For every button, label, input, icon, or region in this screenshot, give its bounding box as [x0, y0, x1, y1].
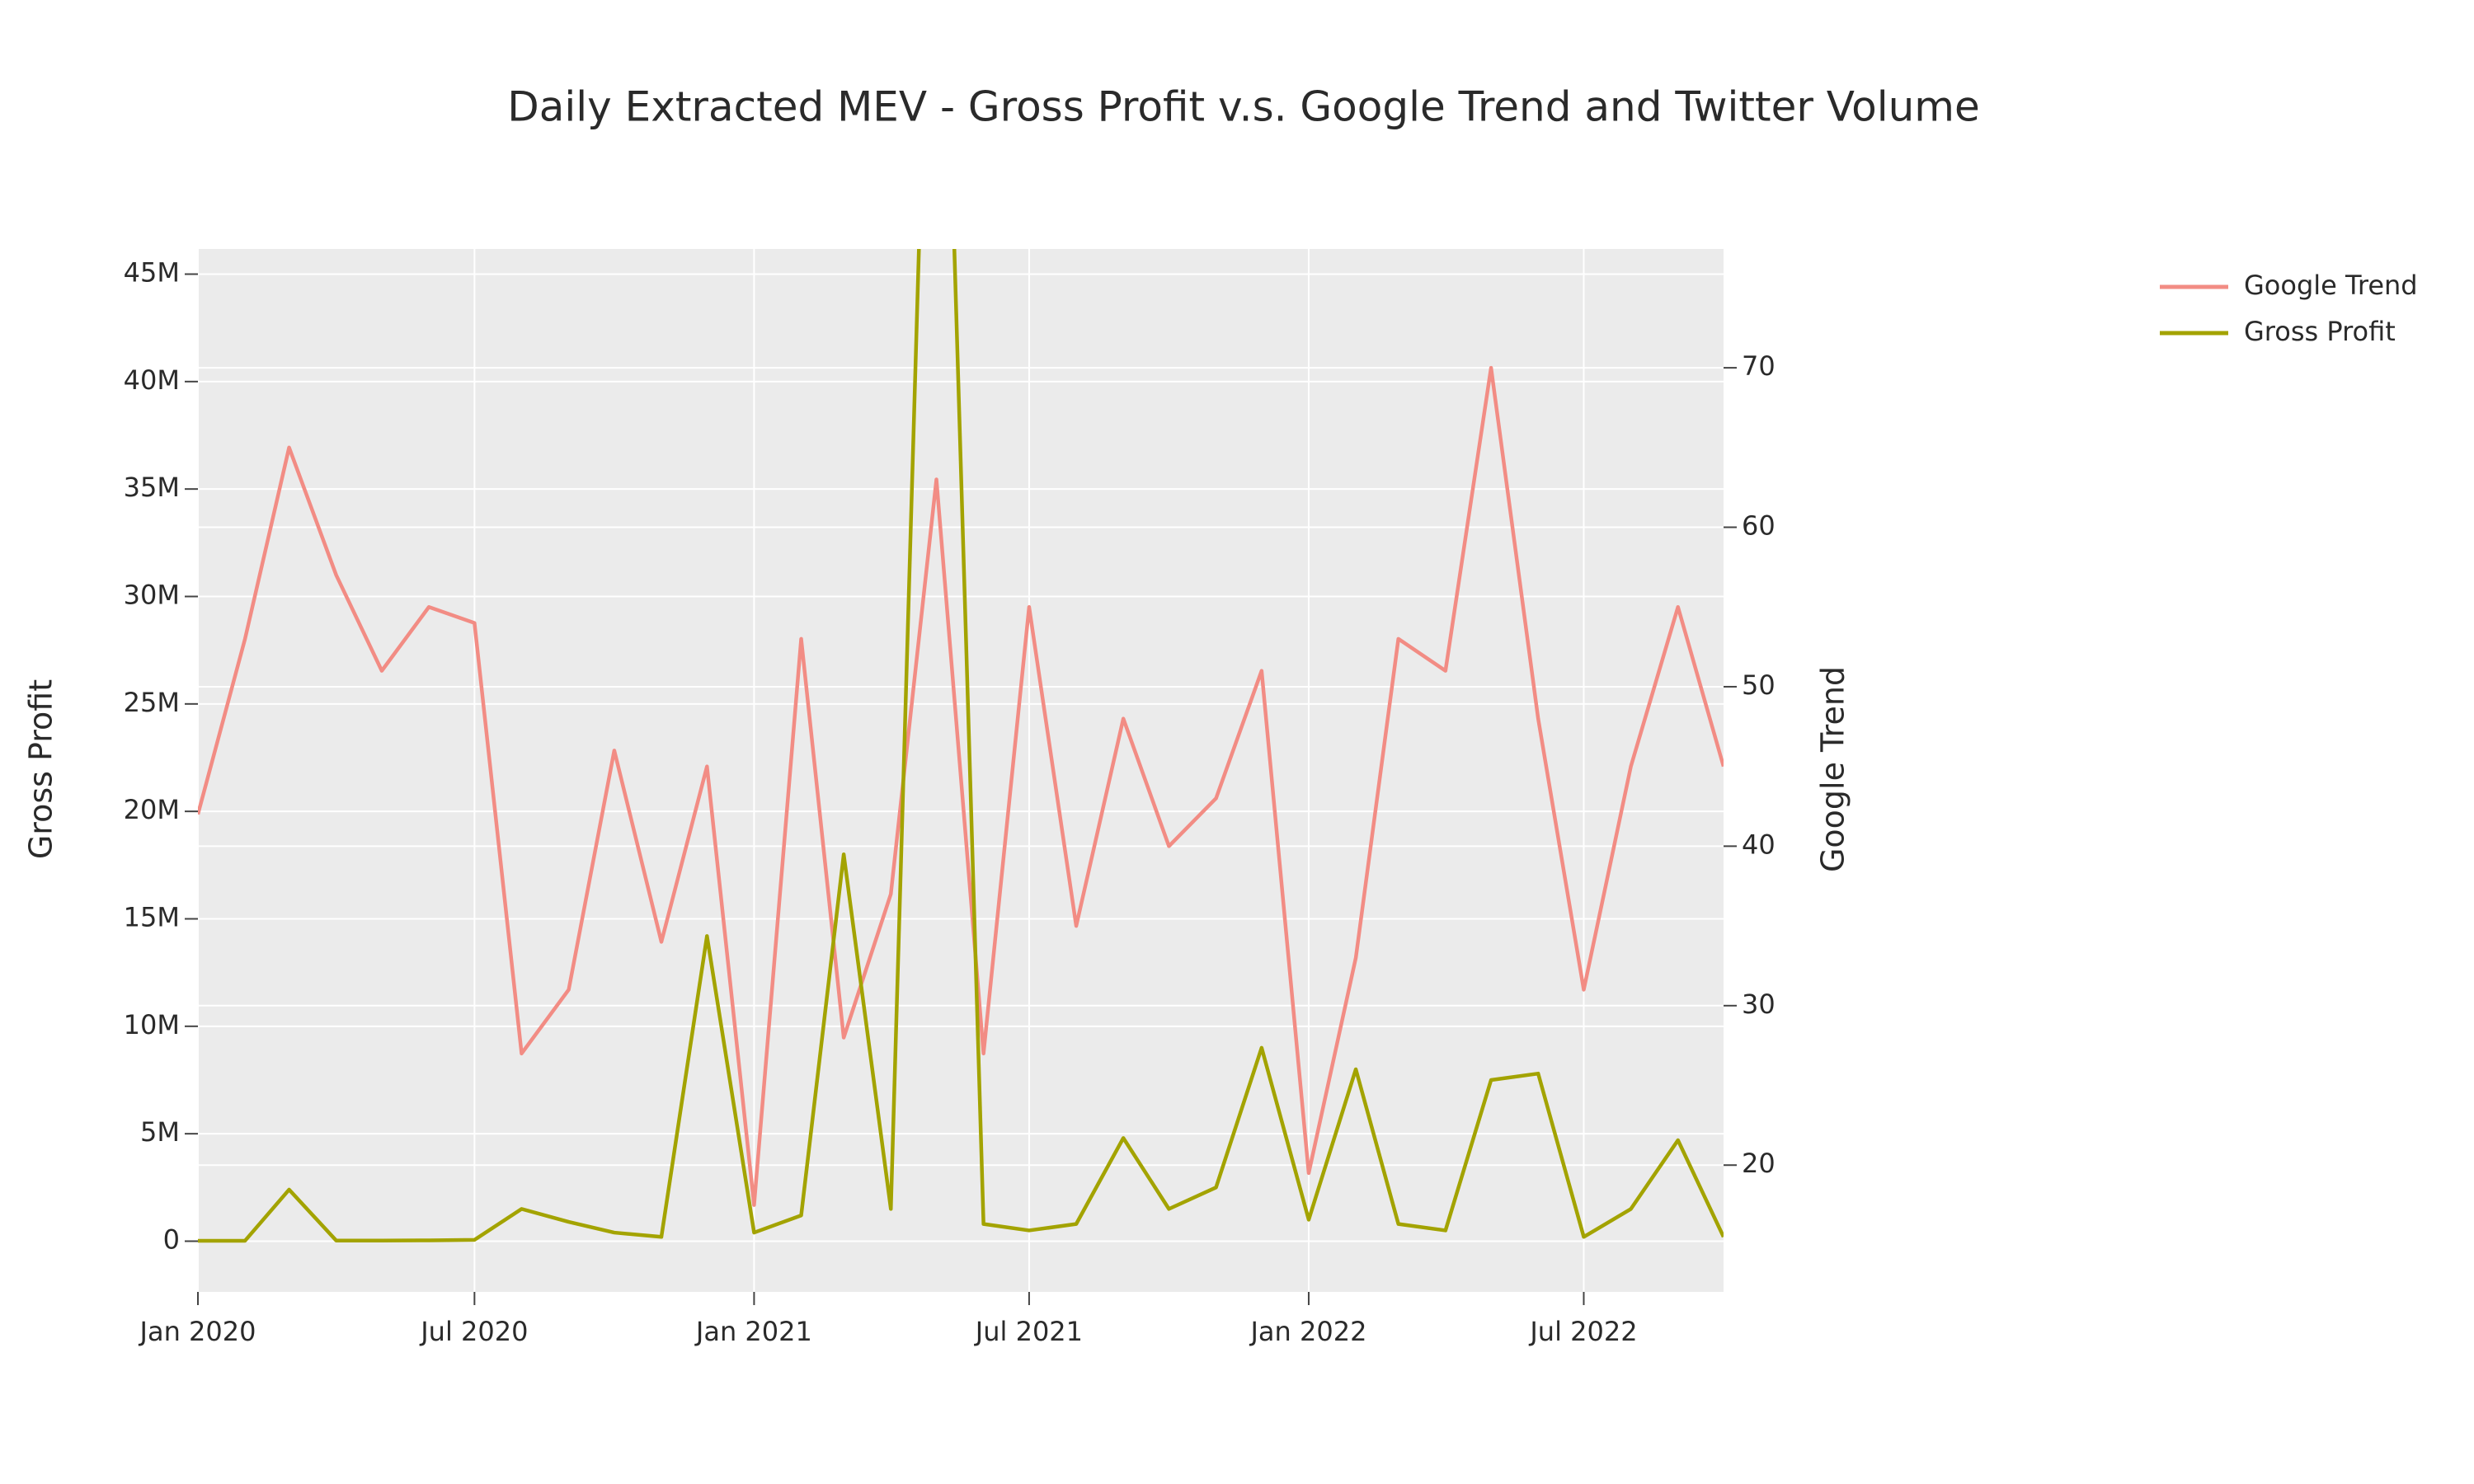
x-tick-label: Jan 2022 [1249, 1316, 1366, 1347]
y-tick-label: 35M [124, 472, 180, 503]
x-tick-label: Jul 2020 [419, 1316, 528, 1347]
y-tick-label: 15M [124, 901, 180, 932]
y2-tick-label: 60 [1742, 510, 1776, 542]
y-tick-label: 0 [163, 1223, 180, 1255]
y-tick-label: 5M [140, 1116, 180, 1148]
x-tick-label: Jan 2020 [139, 1316, 256, 1347]
y2-tick-label: 30 [1742, 989, 1776, 1020]
y2-tick-label: 50 [1742, 669, 1776, 701]
y-tick-label: 45M [124, 256, 180, 288]
legend-label: Gross Profit [2244, 316, 2396, 347]
x-tick-label: Jul 2022 [1528, 1316, 1637, 1347]
series-line [198, 365, 1724, 1207]
y-tick-label: 40M [124, 364, 180, 396]
chart-title: Daily Extracted MEV - Gross Profit v.s. … [507, 83, 1980, 131]
axes: 0 5M 10M 15M 20M 25M 30M 35M 40M 45M 20 30 40 50 60 70 J… [124, 256, 1776, 1347]
series-line [198, 249, 1724, 1243]
plot-marks [198, 249, 1724, 1243]
y-tick-label: 30M [124, 579, 180, 610]
legend-label: Google Trend [2244, 270, 2418, 301]
x-tick-label: Jul 2021 [974, 1316, 1083, 1347]
y-tick-label: 10M [124, 1009, 180, 1040]
x-tick-label: Jan 2021 [694, 1316, 812, 1347]
y2-tick-label: 70 [1742, 350, 1776, 382]
grid [197, 249, 1724, 1292]
legend: Google Trend Gross Profit [2160, 270, 2418, 347]
y-tick-label: 25M [124, 687, 180, 718]
y2-tick-label: 20 [1742, 1148, 1776, 1179]
y2-tick-label: 40 [1742, 829, 1776, 860]
y-axis-title: Gross Profit [23, 679, 59, 859]
y-tick-label: 20M [124, 794, 180, 825]
y2-axis-title: Google Trend [1815, 666, 1851, 872]
